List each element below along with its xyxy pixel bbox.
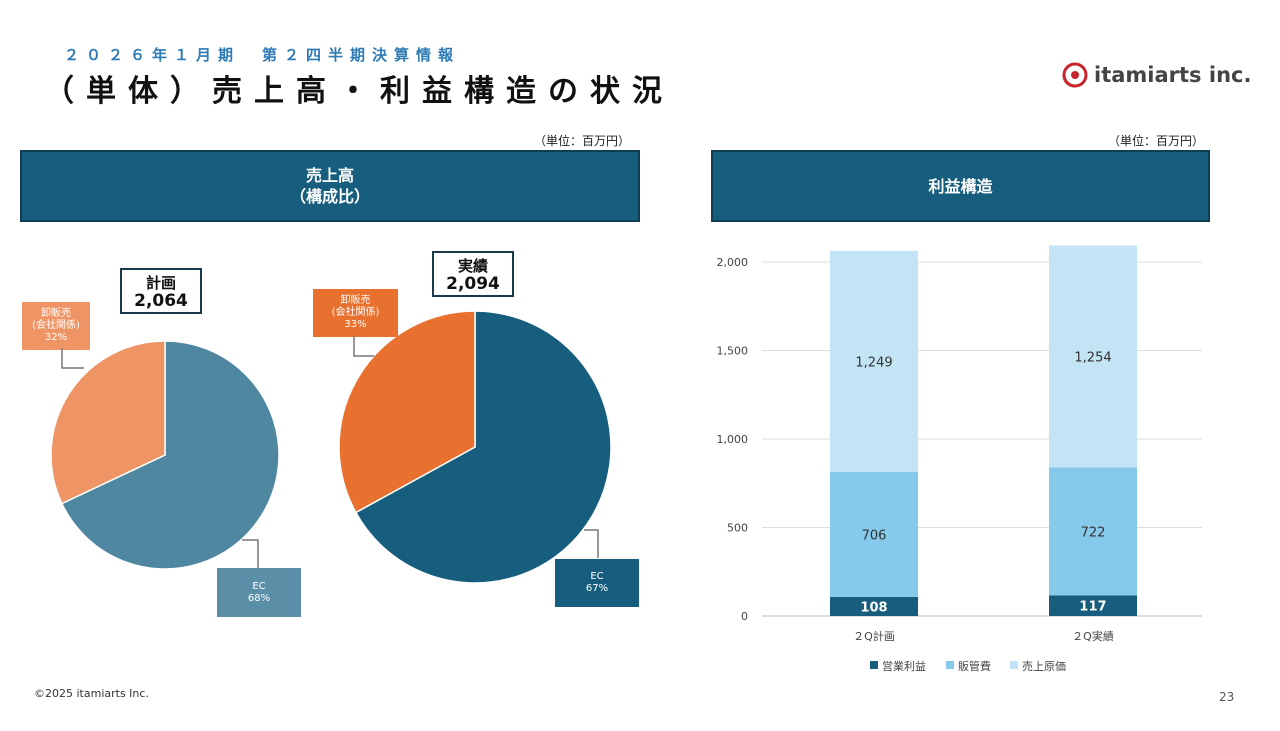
leader-line-plan-ec (242, 539, 259, 568)
report-subtitle: ２０２６年１月期 第２四半期決算情報 (64, 46, 461, 64)
data-label: 1,249 (855, 355, 892, 370)
leader-line-actual-ec (584, 529, 599, 558)
leader-line-plan-wholesale (61, 348, 84, 369)
callout-percent: 67% (585, 583, 609, 594)
plan-wholesale-callout: 卸販売 (会社関係) 32% (22, 302, 90, 350)
legend-label: 売上原価 (1022, 660, 1066, 673)
y-tick-label: 1,500 (717, 345, 749, 358)
plan-ec-callout: EC 68% (217, 568, 301, 617)
actual-wholesale-callout: 卸販売 (会社関係) 33% (313, 289, 398, 337)
sales-header-title: 売上高 (305, 166, 354, 185)
callout-percent: 68% (247, 592, 271, 604)
right-unit-label: （単位：百万円） (1108, 134, 1205, 148)
company-logo: itamiarts inc. (1060, 58, 1251, 92)
bar-segment (1049, 245, 1137, 468)
data-label: 108 (860, 600, 887, 615)
pie-slice-actual-ec (354, 310, 612, 584)
callout-label: EC (252, 580, 266, 592)
pie-slice-actual-wholesale (338, 310, 476, 514)
actual-ec-callout: EC 67% (555, 559, 639, 607)
actual-total-title: 実績 (457, 257, 488, 275)
callout-label: 卸販売 (会社関係) (32, 308, 80, 331)
plan-total-value: 2,064 (134, 291, 188, 311)
legend-swatch (1010, 661, 1018, 669)
callout-label: 卸販売 (会社関係) (331, 295, 380, 318)
logo-text: itamiarts inc. (1094, 63, 1252, 87)
page-number: 23 (1219, 690, 1235, 704)
y-tick-label: 0 (741, 610, 748, 623)
actual-total-box: 実績 2,094 (432, 251, 514, 297)
profit-header-title: 利益構造 (928, 176, 993, 196)
legend-swatch (946, 661, 954, 669)
pie-chart-plan (50, 340, 280, 570)
x-category-label: ２Q計画 (853, 629, 895, 643)
leader-line-actual-wholesale (353, 336, 374, 357)
callout-percent: 32% (44, 332, 68, 343)
pie-chart-actual (338, 310, 612, 584)
bar-segment (1049, 467, 1137, 596)
data-label: 117 (1079, 600, 1106, 615)
bar-segment (1049, 595, 1137, 616)
data-label: 1,254 (1074, 351, 1111, 366)
profit-structure-chart: 0 500 1,000 1,500 2,000 108 706 1,249 ２Q計画 117 722… (717, 245, 1202, 673)
data-label: 722 (1081, 525, 1106, 540)
legend-label: 営業利益 (882, 659, 926, 673)
sales-header-band: 売上高 （構成比） (20, 150, 640, 222)
y-tick-label: 1,000 (717, 433, 749, 446)
x-category-label: ２Q実績 (1072, 629, 1114, 643)
legend-swatch (870, 661, 878, 669)
page-title: （単体）売上高・利益構造の状況 (44, 74, 674, 109)
callout-label: EC (590, 571, 604, 582)
callout-percent: 33% (344, 319, 367, 330)
plan-total-box: 計画 2,064 (120, 268, 202, 314)
sales-header-subtitle: （構成比） (289, 187, 370, 206)
logo-icon (1062, 62, 1088, 88)
bar-segment (830, 471, 918, 597)
bar-segment (830, 250, 918, 472)
profit-header-band: 利益構造 (711, 150, 1210, 222)
pie-slice-plan-wholesale (50, 340, 166, 505)
y-tick-label: 500 (727, 522, 748, 535)
left-unit-label: （単位：百万円） (534, 134, 631, 148)
legend-label: 販管費 (958, 659, 991, 673)
copyright: ©2025 itamiarts Inc. (34, 687, 149, 700)
data-label: 706 (862, 528, 887, 543)
y-tick-label: 2,000 (717, 256, 749, 269)
bar-segment (830, 596, 918, 616)
plan-total-title: 計画 (145, 274, 176, 292)
pie-slice-plan-ec (60, 340, 280, 570)
actual-total-value: 2,094 (446, 274, 500, 294)
